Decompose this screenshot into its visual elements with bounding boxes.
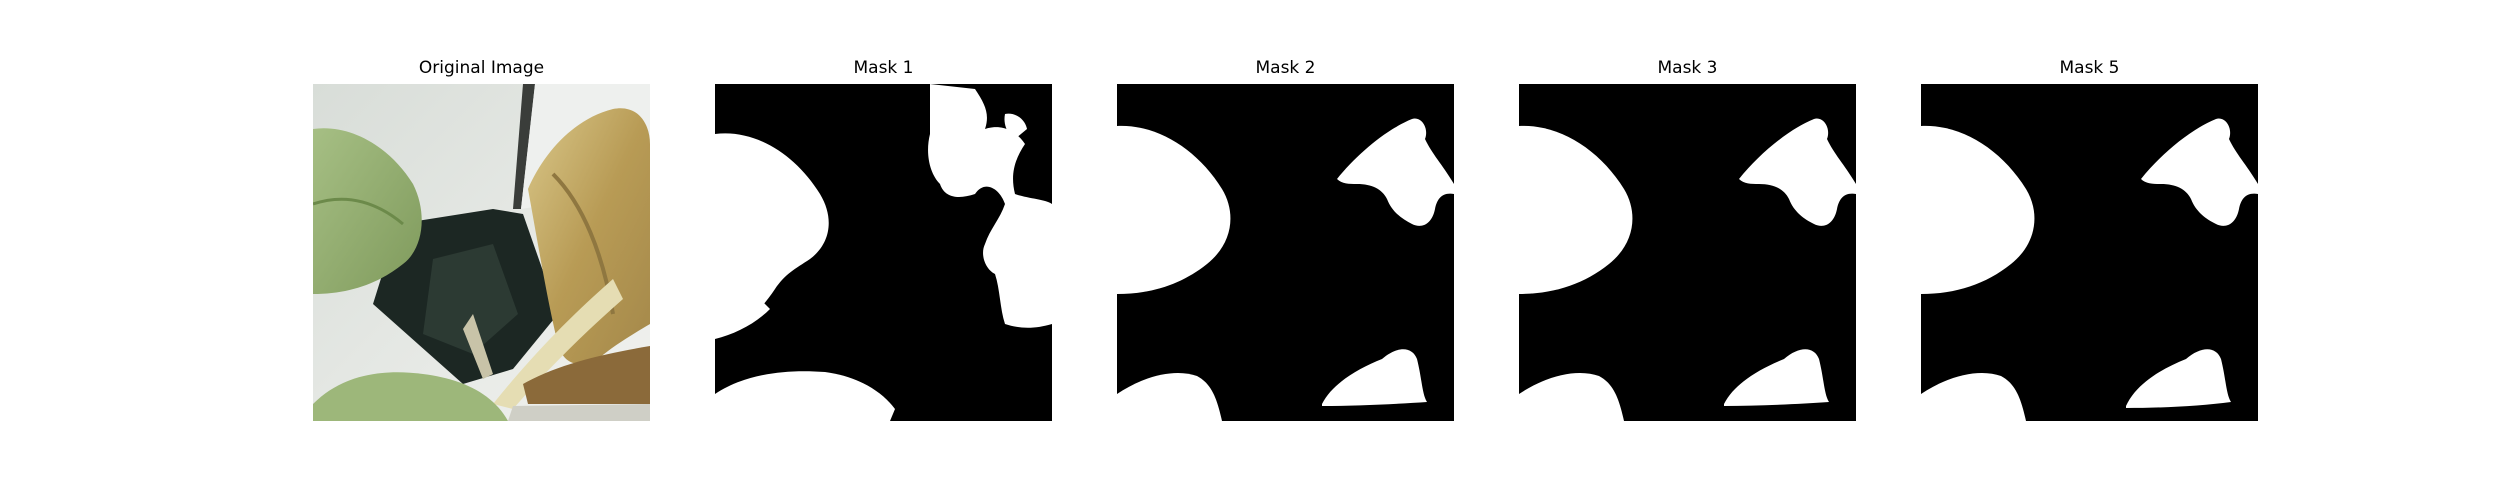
mask-3 (1519, 84, 1856, 421)
mask-5 (1921, 84, 2258, 421)
panel-title-original: Original Image (418, 58, 545, 78)
mask-2-left-leaf (1117, 125, 1231, 294)
mask-3-bottom-leaf (1519, 373, 1624, 421)
panel-title-mask-3: Mask 3 (1657, 58, 1718, 78)
mask-1-right-region (928, 84, 1052, 328)
mask-5-svg (1921, 84, 2258, 421)
mask-5-soil (2126, 349, 2231, 408)
ledge (508, 404, 650, 421)
original-image (313, 84, 650, 421)
green-leaf-left (313, 128, 422, 294)
panel-title-mask-2: Mask 2 (1255, 58, 1316, 78)
mask-2-yellow-leaf (1337, 118, 1454, 226)
dark-panel-inner (423, 244, 518, 354)
shade-edge (513, 84, 535, 209)
soil (523, 346, 650, 404)
mask-2-svg (1117, 84, 1454, 421)
mask-1-right-fragment (1004, 113, 1027, 139)
mask-5-yellow-leaf (2141, 118, 2258, 226)
mask-5-left-leaf (1921, 125, 2035, 294)
mask-1 (715, 84, 1052, 421)
mask-1-svg (715, 84, 1052, 421)
mask-1-left-fragments (715, 299, 770, 339)
mask-1-bottom-leaf (715, 371, 895, 421)
original-image-svg (313, 84, 650, 421)
mask-2 (1117, 84, 1454, 421)
mask-2-bottom-leaf (1117, 373, 1222, 421)
mask-5-bottom-leaf (1921, 373, 2026, 421)
mask-3-soil (1724, 349, 1829, 406)
stem-bright (463, 314, 493, 379)
mask-3-left-leaf (1519, 125, 1633, 294)
panel-title-mask-1: Mask 1 (853, 58, 914, 78)
green-leaf-bottom (313, 372, 508, 421)
yellow-stem (493, 279, 623, 409)
mask-3-yellow-leaf (1739, 118, 1856, 226)
panel-title-mask-5: Mask 5 (2059, 58, 2120, 78)
mask-1-left-leaf (715, 133, 829, 334)
green-leaf-vein (313, 197, 404, 226)
mask-2-soil (1322, 349, 1427, 406)
mask-3-svg (1519, 84, 1856, 421)
